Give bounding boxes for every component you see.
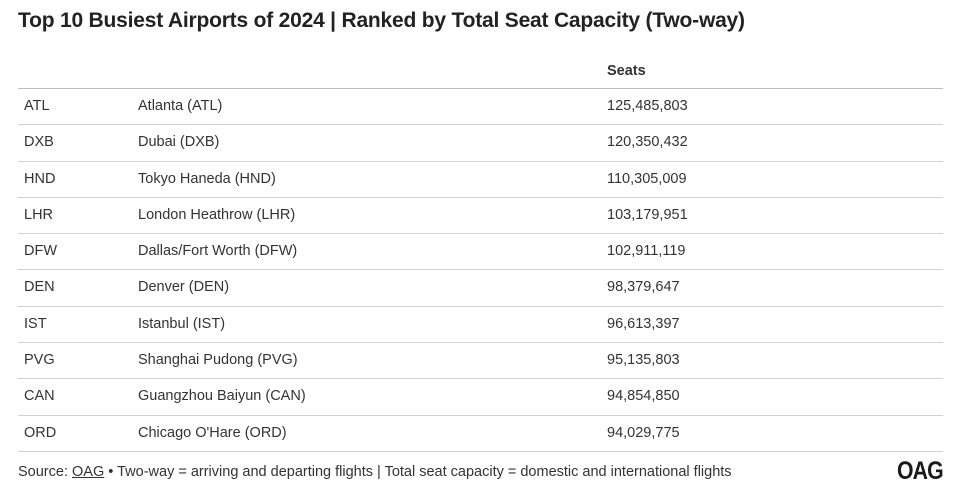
seat-capacity: 94,029,775 (607, 424, 680, 441)
source-footer: Source: OAG • Two-way = arriving and dep… (18, 464, 732, 480)
footer-note: • Two-way = arriving and departing fligh… (104, 464, 732, 480)
airport-name: London Heathrow (LHR) (138, 206, 296, 223)
table-row: DEN Denver (DEN) 98,379,647 (18, 270, 943, 307)
seat-capacity: 96,613,397 (607, 315, 680, 332)
table-row: ATL Atlanta (ATL) 125,485,803 (18, 89, 943, 126)
airport-name: Tokyo Haneda (HND) (138, 170, 276, 187)
table-row: DFW Dallas/Fort Worth (DFW) 102,911,119 (18, 234, 943, 271)
table-row: HND Tokyo Haneda (HND) 110,305,009 (18, 162, 943, 198)
table-row: LHR London Heathrow (LHR) 103,179,951 (18, 198, 943, 235)
airport-code: DEN (24, 279, 55, 296)
airport-code: CAN (24, 388, 55, 405)
source-prefix: Source: (18, 464, 72, 480)
table-row: DXB Dubai (DXB) 120,350,432 (18, 125, 943, 162)
airport-code: IST (24, 315, 47, 332)
airport-code: ORD (24, 424, 57, 441)
chart-title: Top 10 Busiest Airports of 2024 | Ranked… (18, 9, 745, 32)
oag-logo: OAG (897, 457, 944, 485)
airport-code: HND (24, 170, 56, 187)
table-row: CAN Guangzhou Baiyun (CAN) 94,854,850 (18, 379, 943, 416)
table-row: PVG Shanghai Pudong (PVG) 95,135,803 (18, 343, 943, 380)
seat-capacity: 102,911,119 (607, 243, 686, 260)
seat-capacity: 120,350,432 (607, 134, 688, 151)
table-body: ATL Atlanta (ATL) 125,485,803 DXB Dubai (DXB… (18, 89, 943, 452)
airport-code: ATL (24, 98, 50, 114)
airport-name: Atlanta (ATL) (138, 98, 223, 114)
airport-code: PVG (24, 352, 55, 369)
seat-capacity: 95,135,803 (607, 352, 680, 369)
seat-capacity: 98,379,647 (607, 279, 680, 296)
airport-code: DXB (24, 134, 54, 151)
seat-capacity: 94,854,850 (607, 388, 680, 405)
airport-table: Seats ATL Atlanta (ATL) 125,485,803 DXB Duba… (18, 55, 943, 452)
airport-code: DFW (24, 243, 58, 260)
seats-column-header: Seats (607, 63, 646, 79)
table-row: ORD Chicago O'Hare (ORD) 94,029,775 (18, 416, 943, 452)
seat-capacity: 103,179,951 (607, 206, 688, 223)
airport-name: Dubai (DXB) (138, 134, 220, 151)
seat-capacity: 125,485,803 (607, 98, 688, 114)
seat-capacity: 110,305,009 (607, 170, 687, 187)
airport-name: Dallas/Fort Worth (DFW) (138, 243, 298, 260)
airport-name: Guangzhou Baiyun (CAN) (138, 388, 306, 405)
airport-code: LHR (24, 206, 54, 223)
airport-name: Shanghai Pudong (PVG) (138, 352, 298, 369)
airport-name: Istanbul (IST) (138, 315, 226, 332)
table-row: IST Istanbul (IST) 96,613,397 (18, 307, 943, 344)
airport-name: Chicago O'Hare (ORD) (138, 424, 287, 441)
table-header: Seats (18, 55, 943, 89)
source-link[interactable]: OAG (72, 464, 105, 480)
airport-name: Denver (DEN) (138, 279, 230, 296)
